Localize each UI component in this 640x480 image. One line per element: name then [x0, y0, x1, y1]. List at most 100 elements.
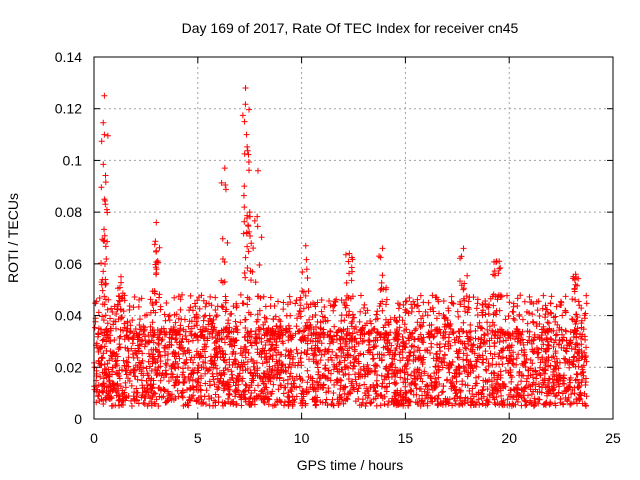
data-point	[530, 402, 537, 409]
data-point	[213, 350, 220, 357]
data-point	[568, 391, 575, 398]
data-point	[447, 342, 454, 349]
data-point	[254, 346, 261, 353]
data-point	[513, 355, 520, 362]
data-point	[109, 309, 116, 316]
data-point	[539, 354, 546, 361]
data-point	[497, 372, 504, 379]
data-point	[457, 394, 464, 401]
data-point	[575, 384, 582, 391]
data-point	[230, 398, 237, 405]
y-tick-label: 0.14	[55, 49, 82, 65]
data-point	[186, 349, 193, 356]
data-point	[233, 378, 240, 385]
data-point	[482, 348, 489, 355]
data-point	[562, 394, 569, 401]
data-point	[142, 340, 149, 347]
data-point	[255, 382, 262, 389]
data-point	[311, 385, 318, 392]
data-point	[244, 358, 251, 365]
data-point	[357, 366, 364, 373]
data-point	[306, 356, 313, 363]
data-point	[413, 303, 420, 310]
data-point	[393, 335, 400, 342]
data-point	[567, 379, 574, 386]
data-point	[521, 360, 528, 367]
data-point	[428, 344, 435, 351]
data-point	[275, 386, 282, 393]
data-point	[286, 361, 293, 368]
data-point	[245, 159, 252, 166]
data-point	[163, 299, 170, 306]
data-point	[337, 376, 344, 383]
data-point	[524, 320, 531, 327]
data-point	[189, 337, 196, 344]
data-point	[116, 335, 123, 342]
data-point	[221, 165, 228, 172]
data-point	[202, 303, 209, 310]
data-point	[122, 344, 129, 351]
data-point	[186, 307, 193, 314]
data-point	[332, 352, 339, 359]
data-point	[126, 303, 133, 310]
data-point	[214, 375, 221, 382]
data-point	[282, 384, 289, 391]
data-point	[550, 327, 557, 334]
data-point	[546, 376, 553, 383]
data-point	[343, 330, 350, 337]
data-point	[242, 85, 249, 92]
data-point	[348, 323, 355, 330]
data-point	[407, 349, 414, 356]
data-point	[258, 354, 265, 361]
data-point	[147, 296, 154, 303]
data-point	[201, 313, 208, 320]
data-point	[324, 374, 331, 381]
data-point	[104, 320, 111, 327]
data-point	[514, 326, 521, 333]
data-point	[102, 260, 109, 267]
data-point	[221, 339, 228, 346]
data-point	[383, 388, 390, 395]
data-point	[523, 355, 530, 362]
data-point	[134, 342, 141, 349]
data-point	[441, 351, 448, 358]
data-point	[544, 319, 551, 326]
data-point	[91, 324, 98, 331]
data-point	[113, 357, 120, 364]
data-point	[280, 340, 287, 347]
data-point	[404, 360, 411, 367]
data-point	[490, 390, 497, 397]
data-point	[407, 398, 414, 405]
data-point	[241, 269, 248, 276]
data-point	[509, 400, 516, 407]
data-point	[558, 302, 565, 309]
data-point	[269, 356, 276, 363]
data-point	[381, 384, 388, 391]
data-point	[211, 346, 218, 353]
data-point	[437, 399, 444, 406]
data-point	[562, 293, 569, 300]
x-tick-label: 20	[501, 430, 517, 446]
data-point	[187, 292, 194, 299]
data-point	[400, 379, 407, 386]
data-point	[277, 382, 284, 389]
data-point	[106, 378, 113, 385]
data-point	[577, 335, 584, 342]
data-point	[478, 309, 485, 316]
data-point	[503, 355, 510, 362]
data-point	[206, 402, 213, 409]
data-point	[451, 373, 458, 380]
data-point	[342, 354, 349, 361]
data-point	[367, 330, 374, 337]
data-point	[102, 243, 109, 250]
data-point	[110, 321, 117, 328]
data-point	[318, 308, 325, 315]
data-point	[456, 346, 463, 353]
data-point	[194, 365, 201, 372]
data-point	[248, 356, 255, 363]
data-point	[352, 376, 359, 383]
data-point	[456, 371, 463, 378]
data-point	[226, 324, 233, 331]
data-point	[143, 311, 150, 318]
data-point	[97, 344, 104, 351]
